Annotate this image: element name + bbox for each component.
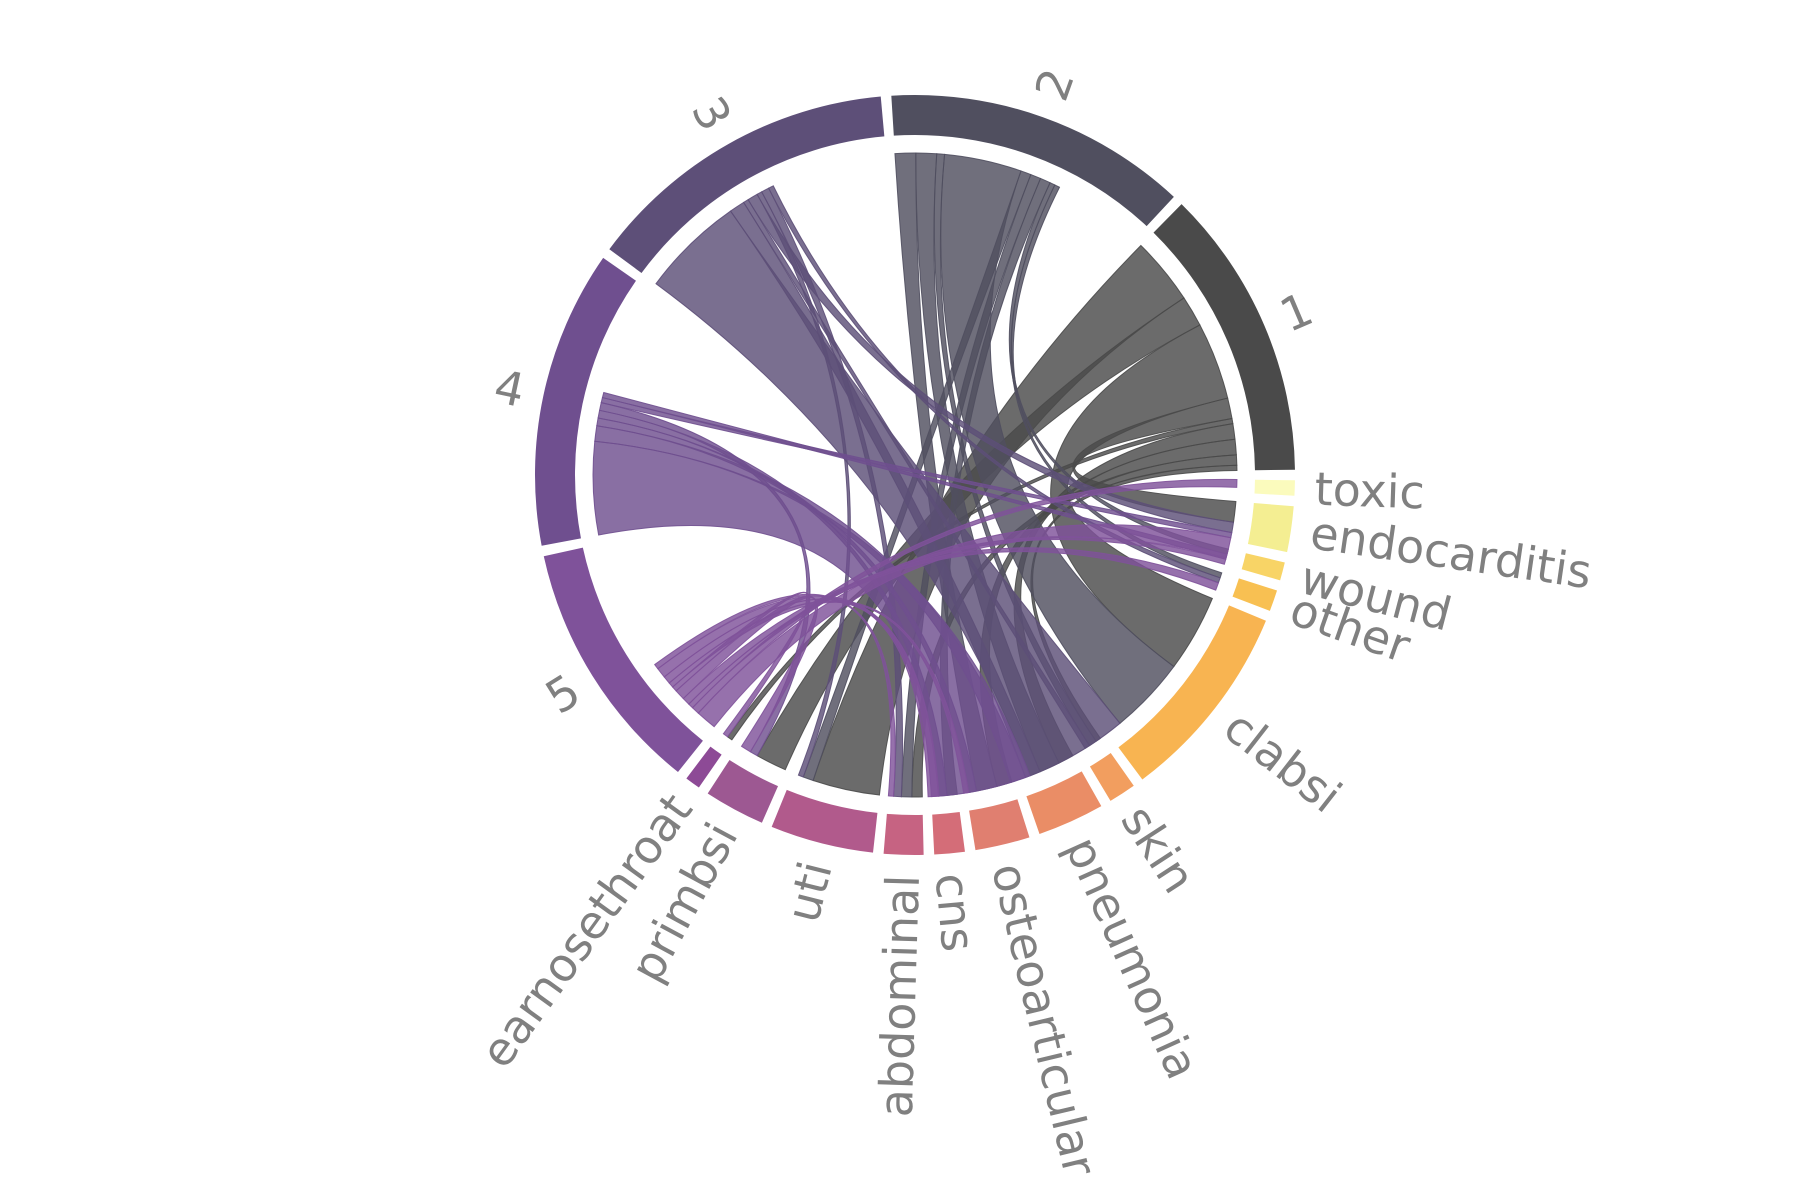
ribbon-3-uti: [756, 191, 851, 778]
label-toxic: toxic: [1314, 462, 1426, 520]
arc-layer: [535, 95, 1295, 855]
ribbon-5-other: [682, 547, 1220, 705]
arc-toxic: [1254, 479, 1295, 496]
arc-wound: [1241, 553, 1285, 581]
arc-pneumonia: [1026, 771, 1102, 835]
ribbon-3-other: [767, 185, 1221, 584]
label-1: 1: [1272, 282, 1320, 343]
arc-4: [535, 257, 636, 546]
ribbon-5-endocarditis: [697, 524, 1232, 728]
label-4: 4: [490, 359, 530, 418]
label-clabsi: clabsi: [1214, 699, 1352, 823]
ribbon-5-abdominal: [653, 593, 896, 797]
ribbon-5-osteoarticular: [668, 600, 970, 794]
label-2: 2: [1024, 62, 1085, 108]
ribbon-4-primbsi: [598, 402, 811, 757]
ribbon-3-endocarditis: [747, 193, 1235, 534]
label-uti: uti: [776, 856, 843, 927]
ribbon-2-other: [1010, 184, 1223, 579]
ribbon-5-clabsi: [657, 595, 940, 798]
ribbon-layer: [592, 152, 1238, 798]
arc-abdominal: [883, 813, 924, 855]
arc-skin: [1089, 753, 1134, 801]
ribbon-3-abdominal: [761, 187, 904, 798]
arc-other: [1232, 578, 1278, 611]
label-cns: cns: [925, 871, 986, 954]
arc-osteoarticular: [969, 799, 1030, 851]
ribbon-3-pneumonia: [729, 201, 1041, 779]
arc-3: [609, 96, 885, 274]
arc-uti: [771, 789, 878, 853]
arc-1: [1153, 204, 1295, 471]
arc-earnosethroat: [686, 746, 722, 788]
arc-cns: [932, 812, 965, 855]
label-3: 3: [681, 88, 742, 140]
label-abdominal: abdominal: [869, 874, 930, 1118]
arc-endocarditis: [1247, 503, 1294, 553]
arc-5: [543, 547, 703, 773]
arc-primbsi: [707, 759, 779, 823]
arc-clabsi: [1118, 605, 1266, 780]
arc-2: [891, 95, 1174, 227]
label-5: 5: [536, 663, 589, 724]
